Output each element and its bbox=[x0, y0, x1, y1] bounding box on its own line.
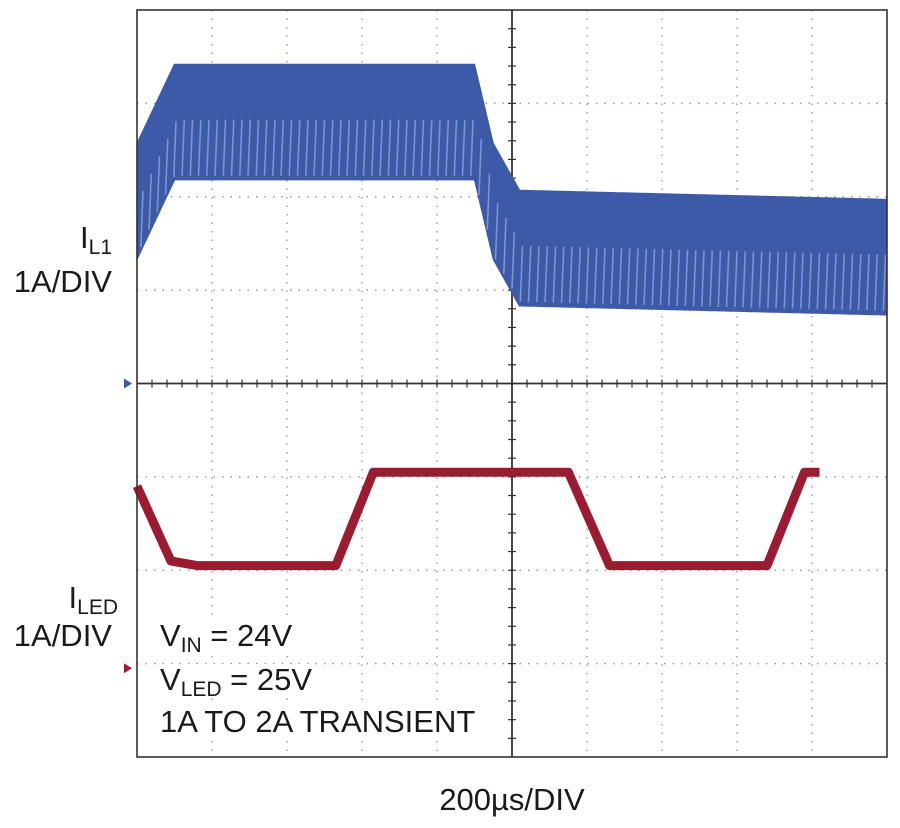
plot-frame bbox=[136, 9, 888, 758]
trace-layer bbox=[132, 63, 888, 571]
channel-1-scale: 1A/DIV bbox=[13, 264, 112, 299]
channel-1-marker bbox=[124, 378, 132, 389]
channel-2-label: ILED bbox=[0, 580, 118, 618]
x-axis-label: 200µs/DIV bbox=[439, 782, 585, 817]
condition-vin-value: = 24V bbox=[201, 618, 293, 653]
condition-vin-main: V bbox=[160, 618, 181, 653]
condition-vin: VIN = 24V bbox=[160, 618, 293, 656]
channel-1-label: IL1 bbox=[0, 220, 112, 258]
trace-iled bbox=[132, 467, 820, 571]
channel-2-marker bbox=[124, 663, 132, 674]
channel-2-label-sub: LED bbox=[77, 596, 118, 619]
channel-2-label-main: I bbox=[68, 580, 78, 615]
channel-1-label-sub: L1 bbox=[88, 236, 112, 259]
trace-il1-spikes bbox=[140, 119, 887, 311]
condition-vled-main: V bbox=[160, 662, 181, 697]
channel-1-label-main: I bbox=[80, 220, 89, 255]
trace-il1-envelope bbox=[137, 71, 887, 265]
condition-vled: VLED = 25V bbox=[160, 662, 313, 700]
condition-vled-value: = 25V bbox=[221, 662, 313, 697]
marker-layer bbox=[124, 378, 132, 674]
condition-vin-sub: IN bbox=[180, 634, 202, 657]
condition-transient: 1A TO 2A TRANSIENT bbox=[160, 704, 476, 739]
condition-vled-sub: LED bbox=[180, 678, 222, 701]
channel-2-scale: 1A/DIV bbox=[13, 618, 112, 653]
